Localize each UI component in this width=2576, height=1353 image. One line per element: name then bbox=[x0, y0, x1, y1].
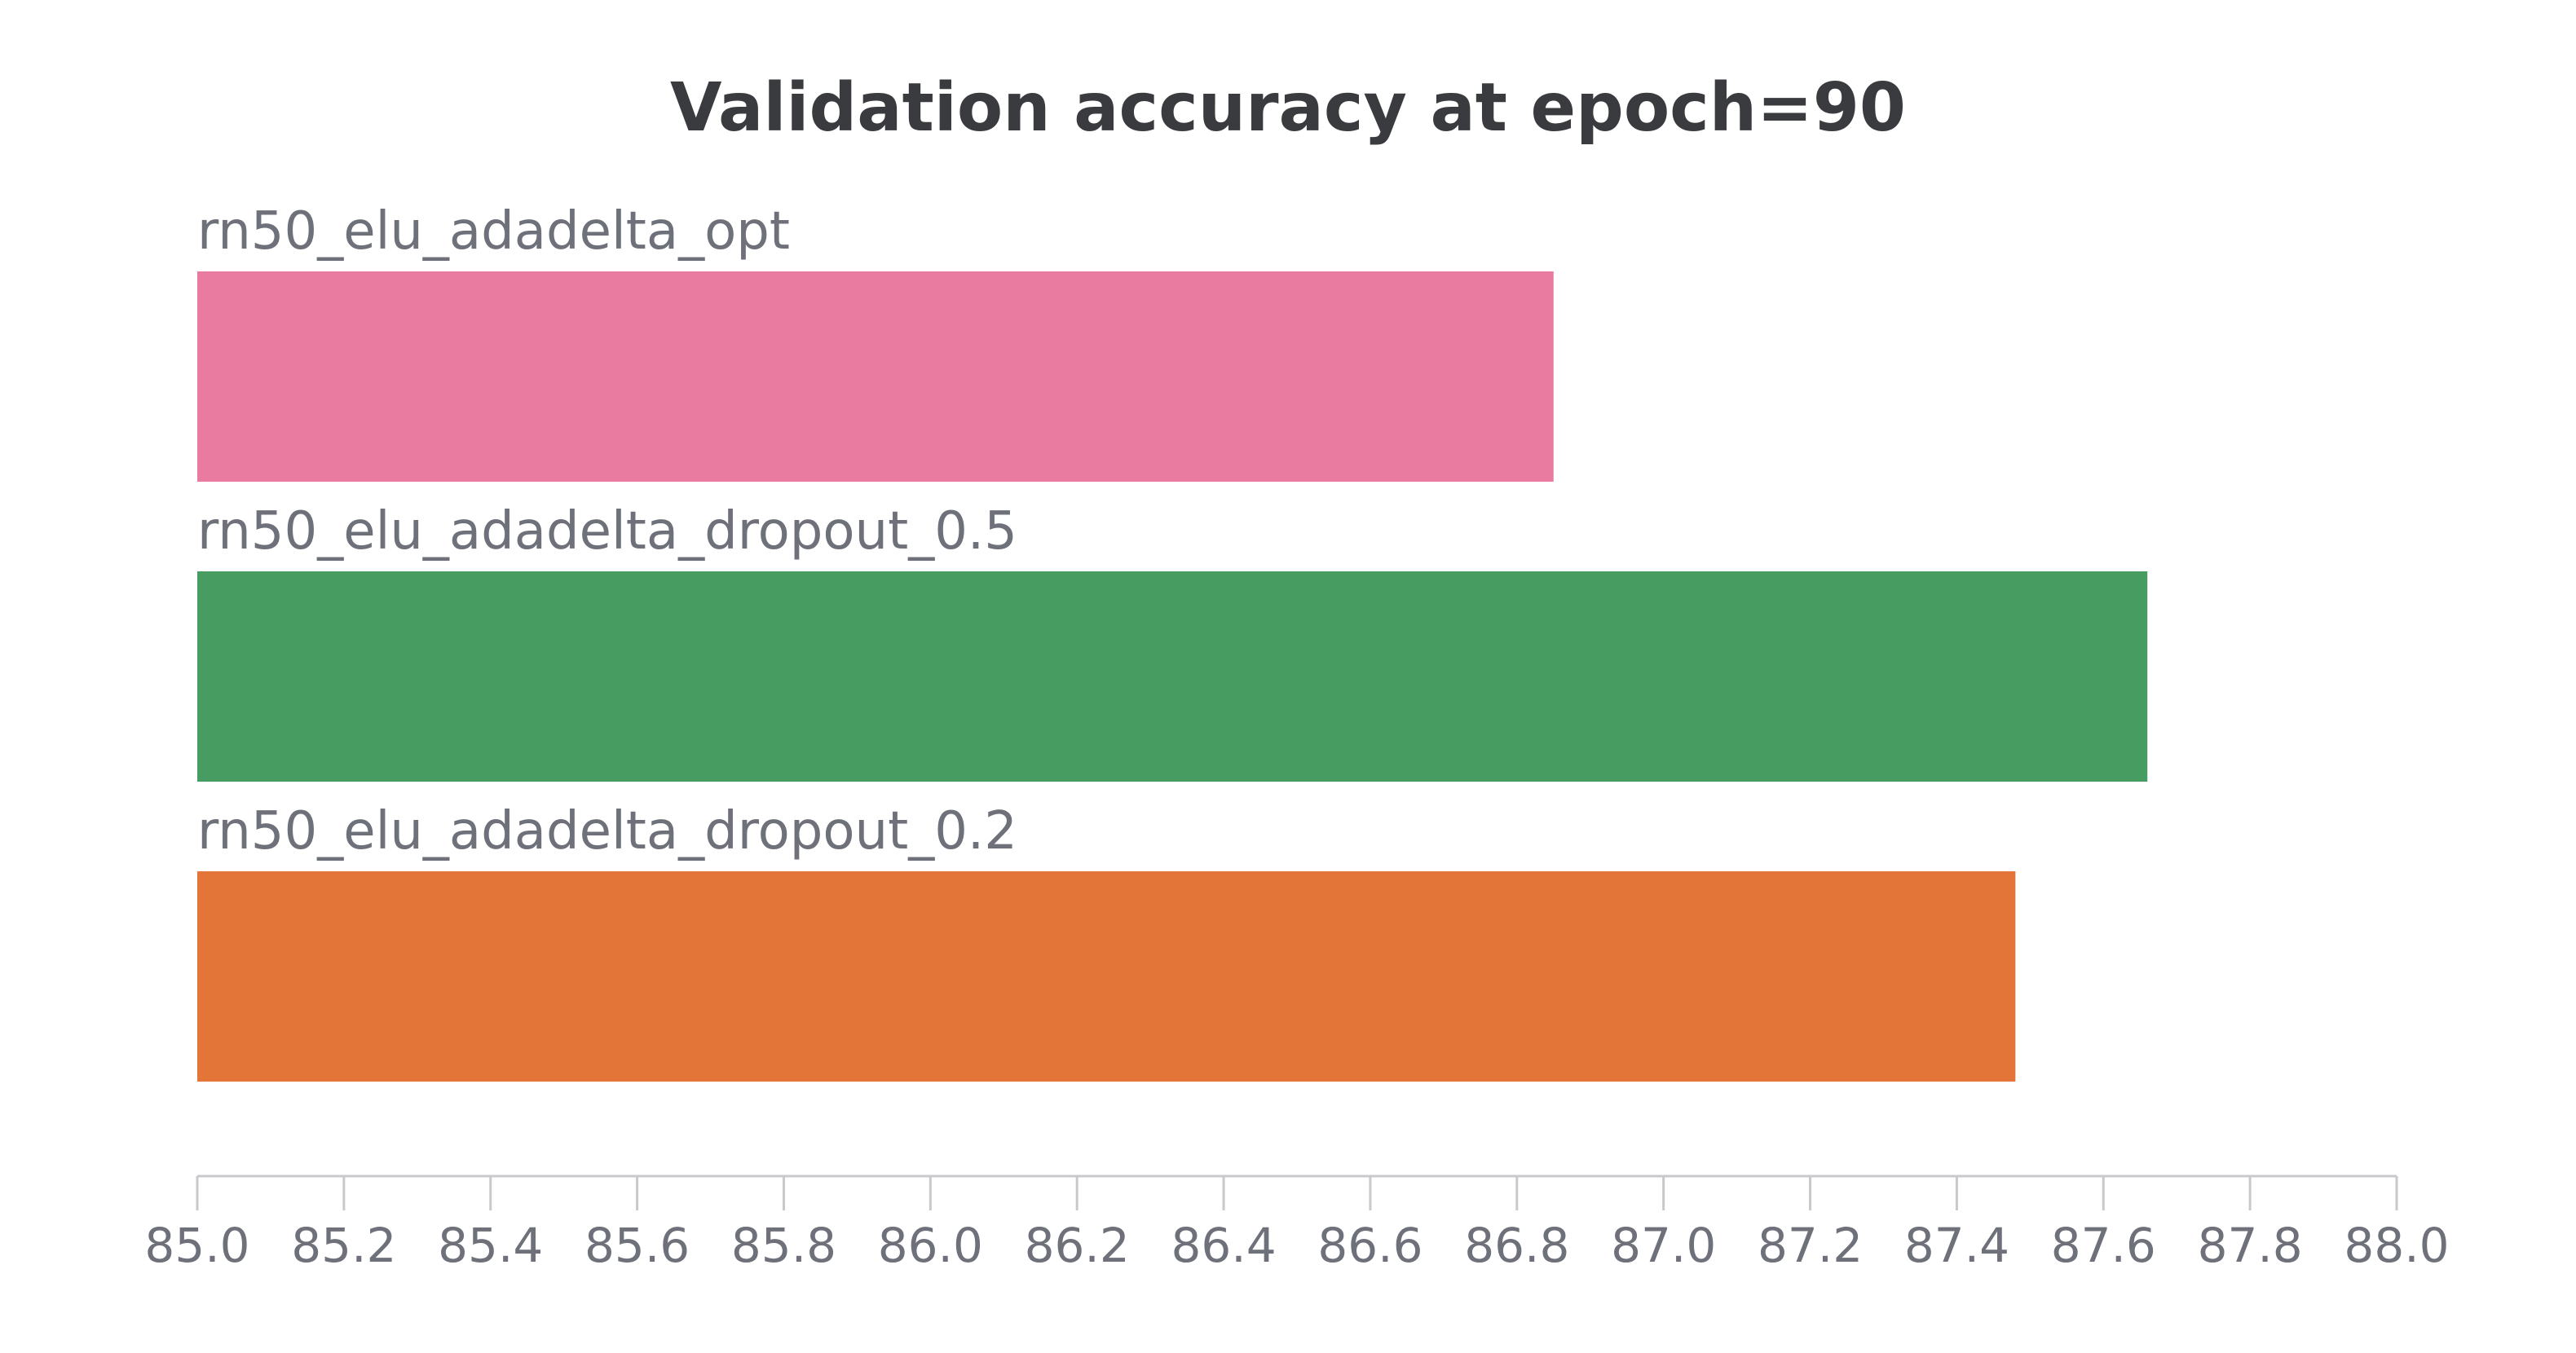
bar[interactable] bbox=[197, 571, 2148, 782]
bar-label: rn50_elu_adadelta_opt bbox=[197, 201, 790, 262]
x-tick-label: 85.8 bbox=[731, 1218, 836, 1273]
x-tick-label: 85.2 bbox=[291, 1218, 396, 1273]
x-tick-label: 87.8 bbox=[2198, 1218, 2303, 1273]
bar[interactable] bbox=[197, 871, 2016, 1082]
x-tick-label: 86.6 bbox=[1317, 1218, 1423, 1273]
x-axis: 85.0 85.2 85.4 85.6 85.8 86.0 86.2 86.4 86.6 86.8… bbox=[144, 1175, 2450, 1273]
chart-title: Validation accuracy at epoch=90 bbox=[670, 69, 1906, 147]
x-tick-label: 86.4 bbox=[1171, 1218, 1276, 1273]
x-tick-label: 87.6 bbox=[2051, 1218, 2156, 1273]
bars-layer: rn50_elu_adadelta_opt rn50_elu_adadelta_d… bbox=[197, 201, 2148, 1082]
bar[interactable] bbox=[197, 271, 1554, 482]
x-tick-label: 87.0 bbox=[1611, 1218, 1716, 1273]
x-tick-label: 87.2 bbox=[1758, 1218, 1863, 1273]
x-tick-label: 86.2 bbox=[1025, 1218, 1130, 1273]
x-tick-label: 85.4 bbox=[438, 1218, 543, 1273]
x-tick-label: 85.0 bbox=[144, 1218, 249, 1273]
x-tick-label: 85.6 bbox=[584, 1218, 690, 1273]
x-tick-label: 87.4 bbox=[1904, 1218, 2009, 1273]
x-tick-label: 86.8 bbox=[1464, 1218, 1569, 1273]
x-tick-label: 88.0 bbox=[2344, 1218, 2449, 1273]
x-tick-label: 86.0 bbox=[878, 1218, 983, 1273]
bar-label: rn50_elu_adadelta_dropout_0.2 bbox=[197, 801, 1017, 862]
bar-label: rn50_elu_adadelta_dropout_0.5 bbox=[197, 501, 1017, 562]
